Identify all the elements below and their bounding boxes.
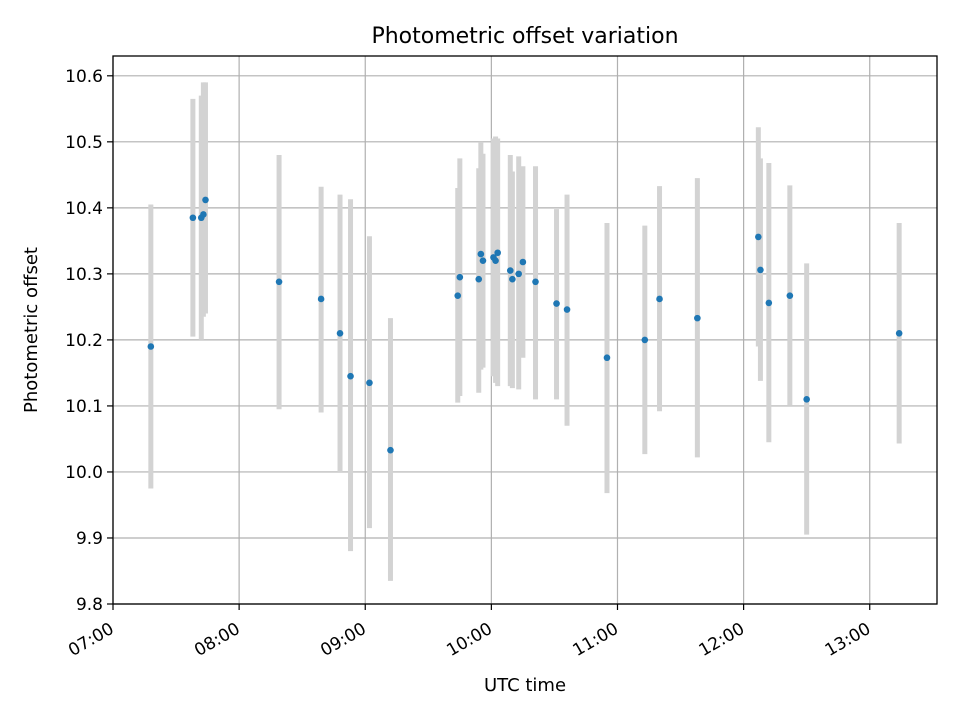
data-point xyxy=(803,396,810,403)
data-point xyxy=(509,275,516,283)
data-point xyxy=(553,300,560,307)
x-tick-label: 10:00 xyxy=(443,619,495,661)
y-tick-label: 10.0 xyxy=(65,463,103,483)
data-point xyxy=(147,343,155,350)
data-point xyxy=(786,292,794,299)
x-tick-label: 08:00 xyxy=(191,619,243,661)
data-point xyxy=(755,233,762,241)
x-tick-label: 09:00 xyxy=(317,619,369,661)
y-tick-label: 10.2 xyxy=(65,331,103,351)
y-tick-label: 9.8 xyxy=(76,595,103,615)
data-point xyxy=(189,214,197,222)
x-tick-label: 12:00 xyxy=(696,619,748,661)
data-point xyxy=(275,278,283,286)
x-tick-label: 07:00 xyxy=(65,619,117,661)
data-point xyxy=(475,275,483,283)
y-tick-label: 10.6 xyxy=(65,67,103,87)
y-axis: 9.8 9.9 10.0 10.1 10.2 10.3 10.4 10.5 10.6 xyxy=(65,67,113,615)
data-point xyxy=(641,336,649,344)
x-axis-label: UTC time xyxy=(484,675,566,696)
y-tick-label: 9.9 xyxy=(76,529,103,549)
data-point xyxy=(515,270,522,278)
plot-frame xyxy=(112,55,938,605)
data-point xyxy=(200,211,207,218)
chart-title: Photometric offset variation xyxy=(371,24,678,49)
data-point xyxy=(519,258,527,266)
data-point xyxy=(694,314,701,322)
data-point xyxy=(456,273,464,281)
data-point xyxy=(202,196,209,204)
y-tick-label: 10.5 xyxy=(65,133,103,153)
x-axis: 07:00 08:00 09:00 10:00 11:00 12:00 13:00 xyxy=(65,604,874,661)
data-point xyxy=(895,330,903,337)
data-point xyxy=(492,257,499,264)
y-tick-label: 10.4 xyxy=(65,199,103,219)
point-layer xyxy=(147,196,903,454)
data-point xyxy=(477,250,485,258)
data-point xyxy=(347,372,354,380)
data-point xyxy=(506,267,514,274)
errorbar-layer xyxy=(148,82,902,581)
data-point xyxy=(563,306,571,313)
data-point xyxy=(336,330,344,337)
data-point xyxy=(757,266,764,274)
y-tick-label: 10.3 xyxy=(65,265,103,285)
x-tick-label: 13:00 xyxy=(822,619,874,661)
y-tick-label: 10.1 xyxy=(65,397,103,417)
data-point xyxy=(532,278,539,286)
data-point xyxy=(765,299,773,307)
x-tick-label: 11:00 xyxy=(570,619,622,661)
data-point xyxy=(387,446,394,454)
data-point xyxy=(656,295,663,303)
data-point xyxy=(317,295,325,303)
data-point xyxy=(494,249,501,257)
data-point xyxy=(454,292,462,299)
data-point xyxy=(479,257,487,264)
data-point xyxy=(366,379,373,387)
y-axis-label: Photometric offset xyxy=(21,247,42,413)
data-point xyxy=(603,354,611,362)
